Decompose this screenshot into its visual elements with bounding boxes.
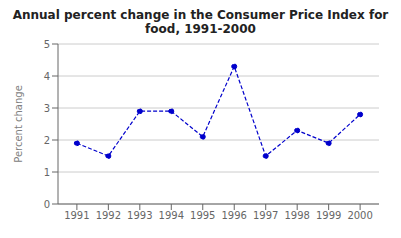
svg-text:1999: 1999 <box>316 210 341 221</box>
svg-text:4: 4 <box>44 71 50 82</box>
svg-text:1991: 1991 <box>64 210 89 221</box>
svg-text:2: 2 <box>44 135 50 146</box>
svg-text:1993: 1993 <box>127 210 152 221</box>
svg-text:1998: 1998 <box>284 210 309 221</box>
svg-text:1992: 1992 <box>96 210 121 221</box>
svg-text:1994: 1994 <box>159 210 184 221</box>
svg-text:1996: 1996 <box>222 210 247 221</box>
svg-text:3: 3 <box>44 103 50 114</box>
svg-text:5: 5 <box>44 39 50 50</box>
html-text:Annual percent change in the C: Annual percent change in the Consumer Pr… <box>12 8 389 36</box>
svg-text:0: 0 <box>44 199 50 210</box>
svg-text:Percent change: Percent change <box>13 85 24 163</box>
svg-text:1: 1 <box>44 167 50 178</box>
svg-text:1997: 1997 <box>253 210 278 221</box>
svg-text:1995: 1995 <box>190 210 215 221</box>
svg-text:2000: 2000 <box>347 210 372 221</box>
